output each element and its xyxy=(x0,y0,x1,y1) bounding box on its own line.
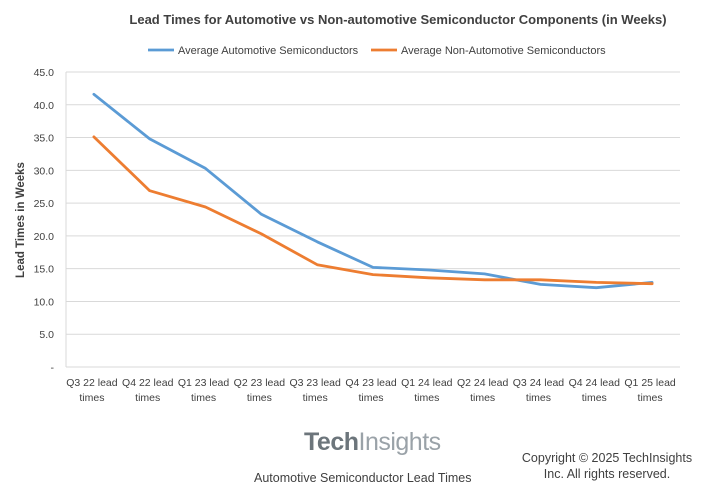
x-tick-label: Q3 23 lead times xyxy=(289,377,341,404)
y-tick-label: 30.0 xyxy=(34,165,55,177)
x-tick-label: Q3 24 lead times xyxy=(513,377,565,404)
legend-entry: Average Non-Automotive Semiconductors xyxy=(401,45,606,57)
x-tick-label: Q2 24 lead times xyxy=(457,377,509,404)
y-tick-label: 10.0 xyxy=(34,296,55,308)
y-tick-label: 45.0 xyxy=(34,67,55,79)
techinsights-logo: TechInsights xyxy=(304,428,441,457)
chart-title: Lead Times for Automotive vs Non-automot… xyxy=(129,12,666,27)
y-tick-label: 25.0 xyxy=(34,198,55,210)
chart-caption: Automotive Semiconductor Lead Times xyxy=(254,471,472,485)
y-axis-label: Lead Times in Weeks xyxy=(15,162,27,278)
legend-entry: Average Automotive Semiconductors xyxy=(178,45,359,57)
y-tick-label: - xyxy=(51,362,55,374)
logo-tech-text: Tech xyxy=(304,428,359,456)
y-tick-label: 5.0 xyxy=(39,329,54,341)
logo-insights-text: Insights xyxy=(358,428,442,456)
x-tick-label: Q1 23 lead times xyxy=(178,377,230,404)
copyright-line-2: Inc. All rights reserved. xyxy=(543,467,671,481)
series-line-1 xyxy=(92,92,654,290)
y-axis-ticks: - 5.0 10.0 15.0 20.0 25.0 30.0 35.0 40.0 45.0 xyxy=(34,67,55,374)
y-tick-label: 15.0 xyxy=(34,264,55,276)
y-tick-label: 20.0 xyxy=(34,231,55,243)
x-tick-label: Q4 24 lead times xyxy=(569,377,621,404)
y-tick-label: 35.0 xyxy=(34,133,55,145)
copyright-notice: Copyright © 2025 TechInsights Inc. All r… xyxy=(500,450,714,482)
x-tick-label: Q3 22 lead times xyxy=(66,377,118,404)
copyright-line-1: Copyright © 2025 TechInsights xyxy=(521,451,693,465)
series-line-2 xyxy=(92,135,654,286)
y-tick-label: 40.0 xyxy=(34,100,55,112)
series-lines xyxy=(92,92,654,290)
x-tick-label: Q1 25 lead times xyxy=(624,377,676,404)
x-tick-label: Q4 23 lead times xyxy=(345,377,397,404)
legend: Average Automotive Semiconductors Average… xyxy=(148,45,606,57)
gridlines xyxy=(65,71,680,368)
x-tick-label: Q1 24 lead times xyxy=(401,377,453,404)
x-tick-label: Q2 23 lead times xyxy=(234,377,286,404)
x-tick-label: Q4 22 lead times xyxy=(122,377,174,404)
